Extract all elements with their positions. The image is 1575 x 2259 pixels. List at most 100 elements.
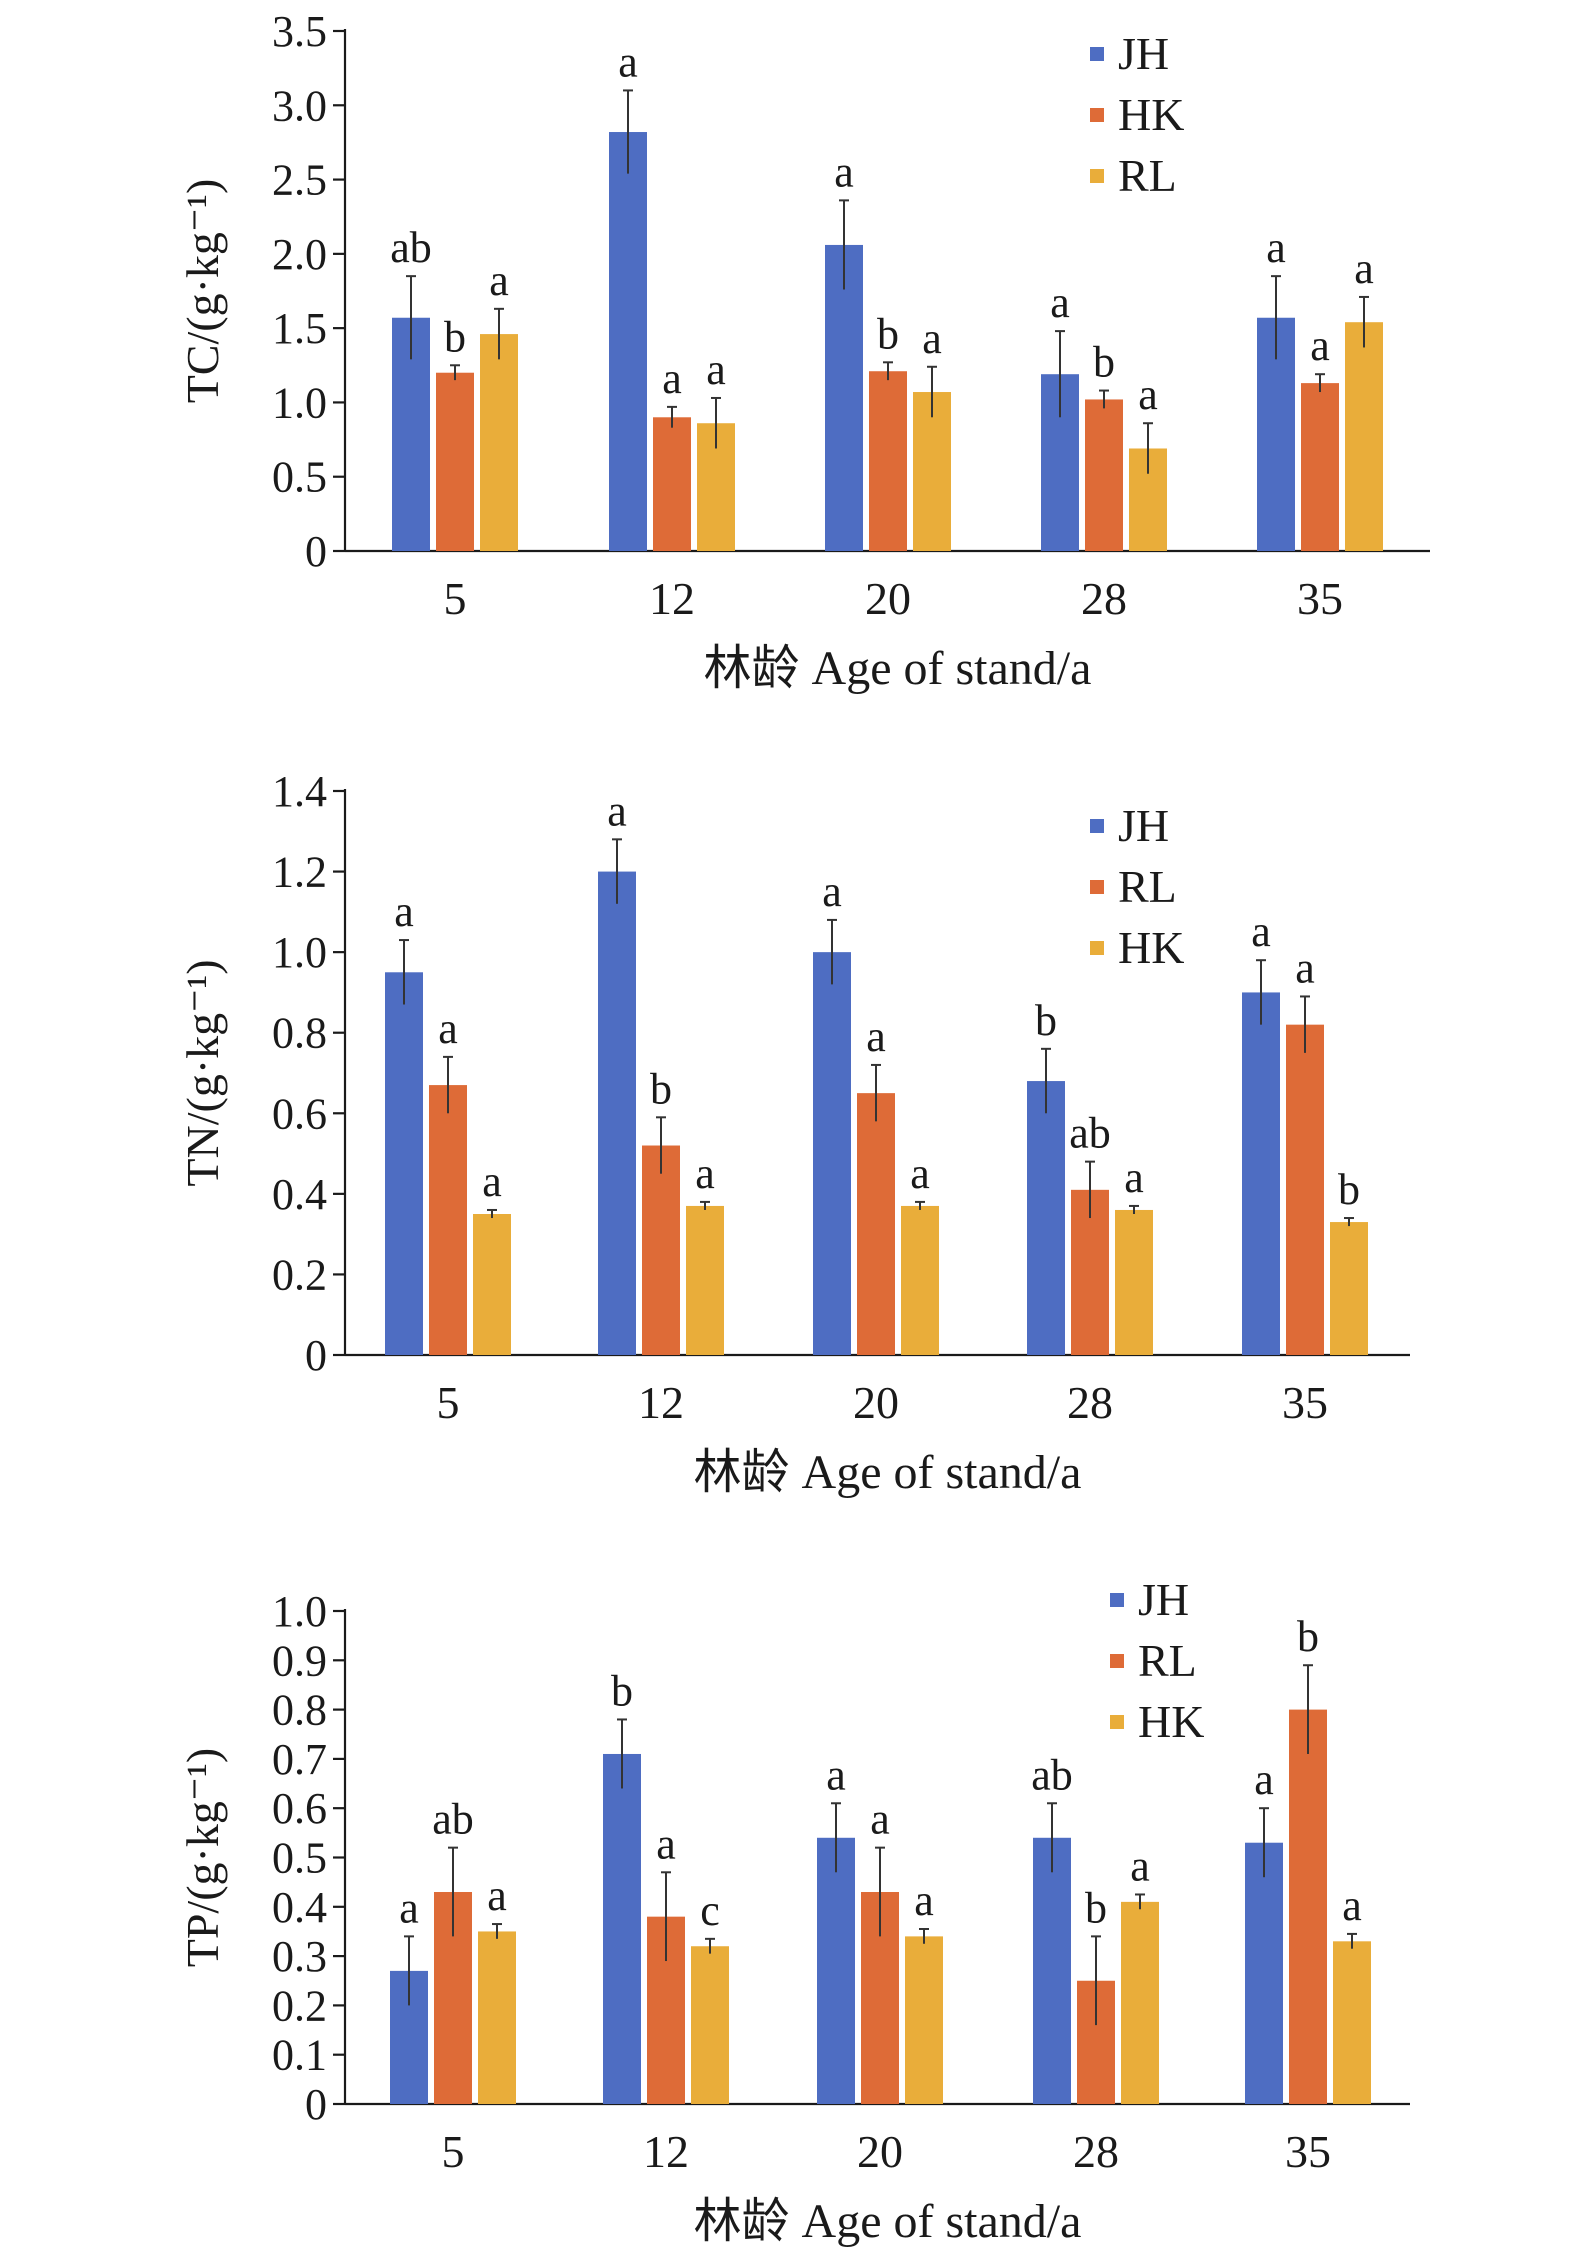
bar-hk bbox=[691, 1946, 729, 2104]
x-tick-label: 5 bbox=[442, 2126, 465, 2177]
bar-rl bbox=[1286, 1024, 1324, 1355]
y-tick-label: 0.6 bbox=[272, 1089, 327, 1138]
bar-hk bbox=[653, 417, 691, 551]
significance-letter: a bbox=[607, 786, 627, 835]
bar-hk bbox=[1330, 1222, 1368, 1355]
y-tick-label: 0.2 bbox=[272, 1981, 327, 2030]
x-tick-label: 28 bbox=[1073, 2126, 1119, 2177]
legend-swatch-hk bbox=[1090, 108, 1104, 122]
bar-jh bbox=[817, 1837, 855, 2104]
significance-letter: a bbox=[394, 887, 414, 936]
bar-jh bbox=[1242, 992, 1280, 1355]
y-tick-label: 0.1 bbox=[272, 2031, 327, 2080]
legend-label: RL bbox=[1118, 861, 1177, 912]
bar-hk bbox=[1301, 383, 1339, 551]
bar-jh bbox=[603, 1753, 641, 2104]
bar-hk bbox=[473, 1214, 511, 1355]
x-tick-label: 28 bbox=[1081, 573, 1127, 624]
significance-letter: a bbox=[1295, 943, 1315, 992]
y-tick-label: 0 bbox=[305, 1331, 327, 1380]
significance-letter: b bbox=[877, 309, 899, 358]
legend-swatch-rl bbox=[1110, 1654, 1124, 1668]
chart-panel-2: 0 0.2 0.4 0.6 0.8 1.0 1.2 1.4 TN/(g·kg⁻¹) 5 12 20 28… bbox=[177, 767, 1410, 1499]
significance-letter: b bbox=[1085, 1883, 1107, 1932]
significance-letter: ab bbox=[432, 1795, 474, 1844]
y-axis-label: TC/(g·kg⁻¹) bbox=[177, 179, 228, 404]
y-tick-label: 0 bbox=[305, 2080, 327, 2129]
bar-hk bbox=[1085, 399, 1123, 551]
legend-label: RL bbox=[1138, 1635, 1197, 1686]
x-axis-label: 林龄 Age of stand/a bbox=[694, 1446, 1082, 1499]
significance-letter: a bbox=[438, 1004, 458, 1053]
legend-swatch-jh bbox=[1090, 819, 1104, 833]
significance-letter: c bbox=[700, 1886, 720, 1935]
bar-jh bbox=[1245, 1842, 1283, 2104]
bar-hk bbox=[1115, 1209, 1153, 1355]
significance-letter: a bbox=[1050, 278, 1070, 327]
y-axis-label: TN/(g·kg⁻¹) bbox=[177, 959, 228, 1186]
legend-label: RL bbox=[1118, 150, 1177, 201]
y-tick-label: 0.2 bbox=[272, 1250, 327, 1299]
significance-letter: a bbox=[1138, 370, 1158, 419]
bar-hk bbox=[901, 1205, 939, 1355]
y-tick-label: 3.0 bbox=[272, 81, 327, 130]
legend-swatch-hk bbox=[1110, 1715, 1124, 1729]
bar-jh bbox=[1033, 1837, 1071, 2104]
x-tick-label: 35 bbox=[1282, 1377, 1328, 1428]
bar-jh bbox=[825, 244, 863, 551]
significance-letter: ab bbox=[1069, 1109, 1111, 1158]
significance-letter: a bbox=[656, 1819, 676, 1868]
significance-letter: a bbox=[914, 1876, 934, 1925]
bar-jh bbox=[385, 972, 423, 1355]
y-tick-label: 0.4 bbox=[272, 1883, 327, 1932]
x-tick-label: 20 bbox=[857, 2126, 903, 2177]
y-tick-label: 3.5 bbox=[272, 7, 327, 56]
significance-letter: a bbox=[399, 1883, 419, 1932]
y-tick-label: 0.8 bbox=[272, 1686, 327, 1735]
bar-jh bbox=[598, 871, 636, 1355]
significance-letter: a bbox=[487, 1871, 507, 1920]
bar-hk bbox=[686, 1205, 724, 1355]
y-tick-label: 0.5 bbox=[272, 1834, 327, 1883]
bar-hk bbox=[869, 371, 907, 551]
x-tick-label: 12 bbox=[638, 1377, 684, 1428]
bar-hk bbox=[478, 1931, 516, 2104]
significance-letter: a bbox=[618, 37, 638, 86]
y-tick-label: 2.5 bbox=[272, 156, 327, 205]
bar-hk bbox=[1333, 1941, 1371, 2104]
x-tick-label: 12 bbox=[649, 573, 695, 624]
y-tick-label: 0.7 bbox=[272, 1735, 327, 1784]
significance-letter: b bbox=[1035, 996, 1057, 1045]
significance-letter: ab bbox=[390, 223, 432, 272]
significance-letter: a bbox=[1254, 1755, 1274, 1804]
y-tick-label: 0.9 bbox=[272, 1636, 327, 1685]
legend-label: JH bbox=[1118, 28, 1169, 79]
y-tick-label: 0 bbox=[305, 527, 327, 576]
significance-letter: a bbox=[826, 1750, 846, 1799]
significance-letter: a bbox=[695, 1149, 715, 1198]
legend-swatch-rl bbox=[1090, 880, 1104, 894]
significance-letter: a bbox=[482, 1157, 502, 1206]
significance-letter: a bbox=[1124, 1153, 1144, 1202]
bar-hk bbox=[1121, 1901, 1159, 2104]
significance-letter: b bbox=[650, 1064, 672, 1113]
y-tick-label: 1.0 bbox=[272, 378, 327, 427]
x-tick-label: 20 bbox=[853, 1377, 899, 1428]
x-axis-label: 林龄 Age of stand/a bbox=[704, 642, 1092, 695]
significance-letter: a bbox=[1130, 1841, 1150, 1890]
significance-letter: a bbox=[1251, 907, 1271, 956]
y-tick-label: 1.4 bbox=[272, 767, 327, 816]
bar-jh bbox=[609, 132, 647, 551]
significance-letter: b bbox=[611, 1666, 633, 1715]
x-tick-label: 12 bbox=[643, 2126, 689, 2177]
legend-label: HK bbox=[1118, 922, 1184, 973]
bar-hk bbox=[436, 372, 474, 551]
y-tick-label: 1.5 bbox=[272, 304, 327, 353]
legend-swatch-jh bbox=[1110, 1593, 1124, 1607]
legend-label: HK bbox=[1118, 89, 1184, 140]
x-tick-label: 28 bbox=[1067, 1377, 1113, 1428]
x-tick-label: 35 bbox=[1297, 573, 1343, 624]
significance-letter: b bbox=[1093, 338, 1115, 387]
bar-rl bbox=[429, 1085, 467, 1355]
significance-letter: a bbox=[922, 314, 942, 363]
